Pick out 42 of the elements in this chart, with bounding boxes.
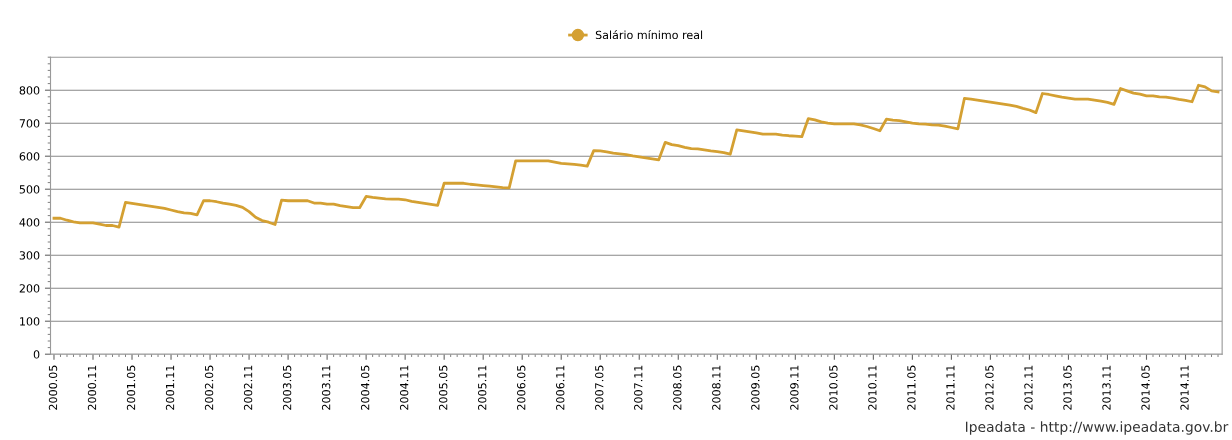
y-tick-label: 800 <box>19 86 40 95</box>
x-tick-label: 2005.05 <box>438 365 448 410</box>
x-tick-label: 2003.05 <box>282 365 292 410</box>
x-tick-label: 2010.11 <box>868 365 877 410</box>
y-tick-label: 0 <box>33 350 40 359</box>
x-tick-label: 2007.05 <box>595 365 604 410</box>
x-tick-label: 2006.11 <box>556 365 565 410</box>
y-tick-label: 400 <box>19 218 40 227</box>
x-tick-label: 2013.05 <box>1063 365 1072 410</box>
x-tick-label: 2012.05 <box>985 365 994 410</box>
x-tick-label: 2012.11 <box>1024 365 1033 410</box>
x-tick-label: 2001.11 <box>165 365 175 410</box>
y-tick-label: 500 <box>19 185 40 194</box>
y-tick-label: 300 <box>19 251 40 260</box>
x-tick-label: 2004.05 <box>360 365 370 410</box>
line-series <box>52 83 1220 229</box>
x-tick-label: 2007.11 <box>634 365 643 410</box>
y-tick-label: 200 <box>19 284 40 293</box>
x-tick-label: 2002.11 <box>243 365 253 410</box>
x-tick-label: 2014.05 <box>1141 365 1150 410</box>
x-tick-label: 2004.11 <box>399 365 409 410</box>
x-tick-label: 2011.05 <box>907 365 916 410</box>
x-tick-label: 2013.11 <box>1102 365 1111 410</box>
x-tick-label: 2005.11 <box>478 365 487 410</box>
x-tick-label: 2011.11 <box>946 365 955 410</box>
y-tick-label: 600 <box>19 152 40 161</box>
x-tick-label: 2000.11 <box>87 365 97 410</box>
x-tick-label: 2009.11 <box>790 365 799 410</box>
x-tick-label: 2006.05 <box>517 365 526 410</box>
x-tick-label: 2000.05 <box>48 365 58 410</box>
x-tick-label: 2008.05 <box>673 365 682 410</box>
x-tick-label: 2002.05 <box>204 365 214 410</box>
y-tick-label: 100 <box>20 317 40 326</box>
x-tick-label: 2010.05 <box>829 365 838 410</box>
text: Ipeadata - http://www.ipeadata.gov.br <box>965 421 1229 435</box>
x-tick-label: 2008.11 <box>712 365 721 410</box>
y-tick-label: 700 <box>19 119 40 128</box>
x-tick-label: 2001.05 <box>126 365 136 410</box>
x-tick-label: 2014.11 <box>1180 365 1189 410</box>
x-tick-label: 2003.11 <box>321 365 331 410</box>
x-tick-label: 2009.05 <box>751 365 760 410</box>
legend-label: Salário mínimo real <box>595 30 703 40</box>
